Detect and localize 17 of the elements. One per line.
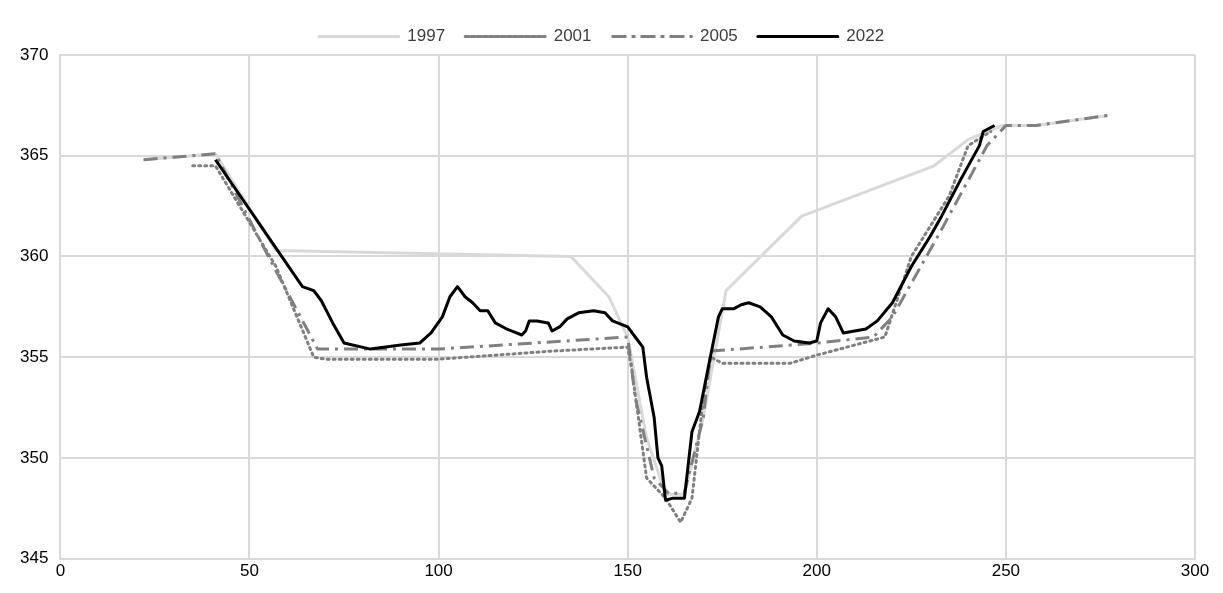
legend-label: 2001	[553, 26, 592, 46]
y-tick-label: 370	[19, 44, 49, 64]
y-tick-label: 365	[19, 145, 49, 165]
legend-label: 1997	[407, 26, 446, 46]
x-tick-label: 150	[613, 561, 642, 581]
x-tick-label: 100	[424, 561, 453, 581]
legend-label: 2005	[700, 26, 738, 46]
y-tick-label: 360	[19, 246, 49, 266]
y-tick-label: 345	[19, 548, 49, 568]
x-tick-label: 300	[1180, 561, 1210, 581]
x-tick-label: 0	[55, 561, 66, 581]
x-tick-label: 50	[240, 561, 259, 581]
y-tick-label: 350	[19, 447, 49, 467]
y-tick-label: 355	[19, 346, 49, 366]
x-tick-label: 200	[802, 561, 831, 581]
legend-label: 2022	[846, 26, 885, 46]
x-tick-label: 250	[991, 561, 1021, 581]
